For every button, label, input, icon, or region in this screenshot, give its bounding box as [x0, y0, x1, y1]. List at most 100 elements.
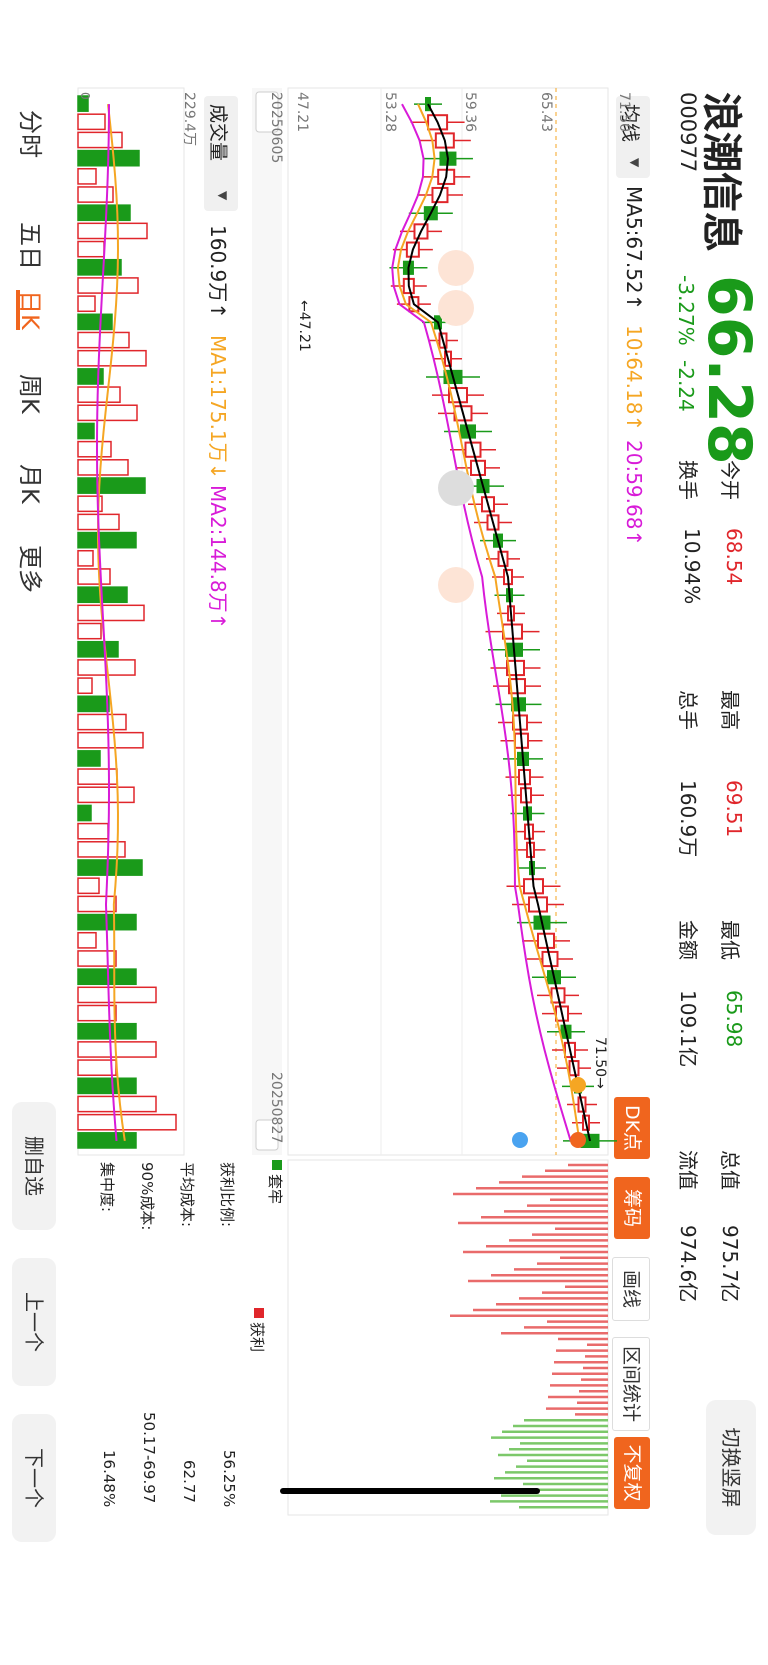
legend-profit-swatch	[254, 1308, 264, 1318]
chips-value-profit-ratio: 56.25%	[220, 1450, 238, 1508]
volume-value: 160.9万↑	[206, 225, 230, 320]
chips-value-concentration: 16.48%	[100, 1450, 118, 1508]
volume-bar	[77, 841, 126, 858]
volume-bar	[77, 822, 109, 840]
scroll-handle-left	[255, 91, 279, 133]
volume-bar	[77, 786, 135, 804]
scroll-handle-right	[255, 1119, 279, 1151]
active-tab-underline	[16, 290, 20, 330]
volume-bar	[77, 495, 103, 513]
signal-dot-icon	[570, 1077, 586, 1093]
volume-bar	[77, 95, 89, 112]
tab-five-day[interactable]: 五日	[16, 222, 44, 270]
volume-frame	[77, 87, 185, 1156]
next-stock-button[interactable]: 下一个	[12, 1414, 56, 1542]
ma-lines-group	[391, 103, 591, 1142]
chips-label-profit-ratio: 获利比例:	[218, 1162, 236, 1228]
volume-bar	[77, 368, 104, 385]
volume-bar	[77, 386, 121, 403]
volume-bar	[77, 895, 117, 913]
volume-bar	[77, 604, 145, 622]
date-end: 20250827	[268, 1072, 284, 1144]
volume-ma1: MA1:175.1万↓	[206, 335, 230, 480]
volume-bar	[77, 313, 113, 331]
volume-bar	[77, 477, 146, 494]
volume-bar	[77, 240, 105, 258]
tab-weekly-k[interactable]: 周K	[16, 374, 44, 414]
volume-bar	[77, 422, 95, 440]
volume-bar	[77, 277, 139, 294]
price-frame	[287, 87, 609, 1156]
volume-bar	[77, 204, 131, 222]
min-price-label: ←47.21	[296, 300, 312, 352]
signal-dot-icon	[570, 1132, 586, 1148]
volume-bar	[77, 531, 137, 549]
volume-bar	[77, 695, 110, 713]
volume-bar	[77, 131, 123, 149]
volume-bar	[77, 549, 94, 567]
tab-monthly-k[interactable]: 月K	[16, 464, 44, 504]
max-price-label: 71.50→	[592, 1037, 608, 1089]
volume-bar	[77, 1095, 157, 1113]
volume-bar	[77, 440, 112, 458]
price-tick: 65.43	[538, 92, 554, 133]
price-tick: 47.21	[294, 92, 310, 133]
volume-bars-group	[77, 95, 177, 1149]
signal-b-icon	[512, 1132, 528, 1148]
chips-label-avg-cost: 平均成本:	[178, 1162, 196, 1228]
chips-value-90-cost: 50.17-69.97	[140, 1412, 158, 1504]
delete-favorite-button[interactable]: 删自选	[12, 1102, 56, 1230]
volume-bar	[77, 768, 118, 785]
volume-bar	[77, 986, 157, 1004]
date-start: 20250605	[268, 92, 284, 164]
volume-bar	[77, 331, 130, 349]
tab-intraday[interactable]: 分时	[16, 110, 44, 158]
volume-bar	[77, 931, 97, 949]
volume-bar	[77, 113, 106, 131]
volume-bar	[77, 1132, 137, 1149]
volume-zero-tick: 0	[78, 92, 92, 100]
chip-distribution-group	[450, 1163, 608, 1509]
home-indicator	[280, 1488, 540, 1494]
price-tick: 71.50	[616, 92, 632, 133]
volume-bar	[77, 804, 92, 822]
volume-bar	[77, 877, 100, 895]
ma5-line	[407, 103, 591, 1142]
legend-trap-swatch	[272, 1160, 282, 1170]
volume-selector[interactable]: 成交量 ▼	[204, 96, 238, 211]
markers-group	[438, 250, 586, 1148]
tab-more[interactable]: 更多	[16, 545, 44, 593]
volume-bar	[77, 1004, 117, 1022]
volume-bar	[77, 750, 101, 767]
volume-bar	[77, 859, 143, 876]
chips-label-concentration: 集中度:	[98, 1162, 116, 1213]
volume-bar	[77, 404, 138, 422]
collapse-icon	[438, 470, 474, 506]
ma10-line	[396, 103, 581, 1142]
volume-bar	[77, 258, 122, 276]
legend-trap-label: 套牢	[266, 1174, 284, 1205]
chips-label-90-cost: 90%成本:	[138, 1162, 156, 1231]
volume-bar	[77, 168, 97, 185]
volume-bar	[77, 459, 129, 476]
tab-daily-k[interactable]: 日K	[16, 290, 44, 330]
prev-stock-button[interactable]: 上一个	[12, 1258, 56, 1386]
volume-bar	[77, 622, 102, 640]
volume-bar	[77, 731, 144, 749]
price-tick: 53.28	[382, 92, 398, 133]
signal-circle-icon	[438, 290, 474, 326]
volume-max-tick: 229.4万	[181, 92, 197, 147]
volume-bar	[77, 950, 117, 967]
volume-bar	[77, 222, 148, 240]
price-tick: 59.36	[462, 92, 478, 133]
volume-bar	[77, 1113, 177, 1131]
volume-bar	[77, 677, 93, 695]
legend-profit-label: 获利	[248, 1322, 266, 1353]
volume-ma2: MA2:144.8万↑	[206, 485, 230, 630]
signal-circle-icon	[438, 250, 474, 286]
ma20-line	[391, 103, 572, 1142]
volume-bar	[77, 186, 114, 203]
volume-bar	[77, 295, 96, 313]
volume-lines-group	[96, 103, 126, 1142]
